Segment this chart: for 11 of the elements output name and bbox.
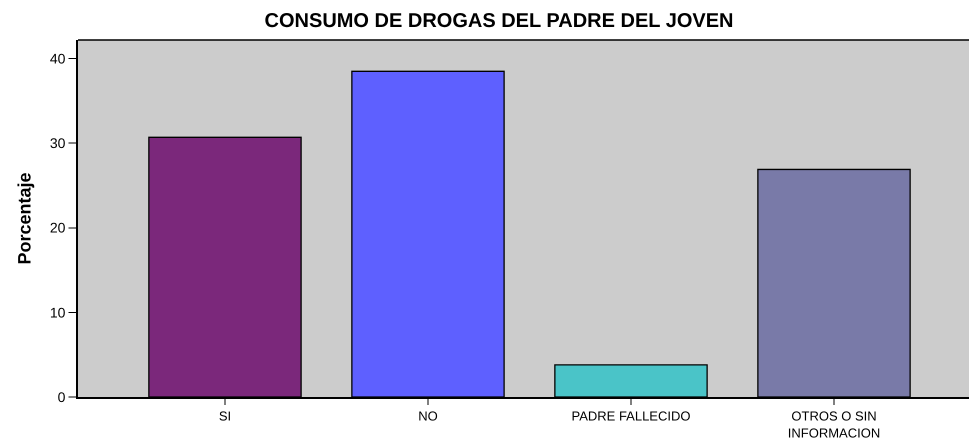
y-tick-label: 40 bbox=[50, 50, 66, 67]
y-axis-title: Porcentaje bbox=[14, 172, 35, 265]
y-tick-label: 20 bbox=[50, 220, 66, 236]
x-tick-label: PADRE FALLECIDO bbox=[572, 408, 690, 424]
x-tick-label: SI bbox=[218, 408, 232, 424]
y-tick-label: 0 bbox=[58, 388, 66, 405]
chart-title: CONSUMO DE DROGAS DEL PADRE DEL JOVEN bbox=[264, 10, 734, 32]
x-tick-label: NO bbox=[418, 408, 438, 424]
y-tick-label: 10 bbox=[50, 304, 66, 320]
y-tick-label: 30 bbox=[50, 135, 66, 152]
x-tick-label: OTROS O SIN INFORMACION bbox=[788, 408, 880, 440]
